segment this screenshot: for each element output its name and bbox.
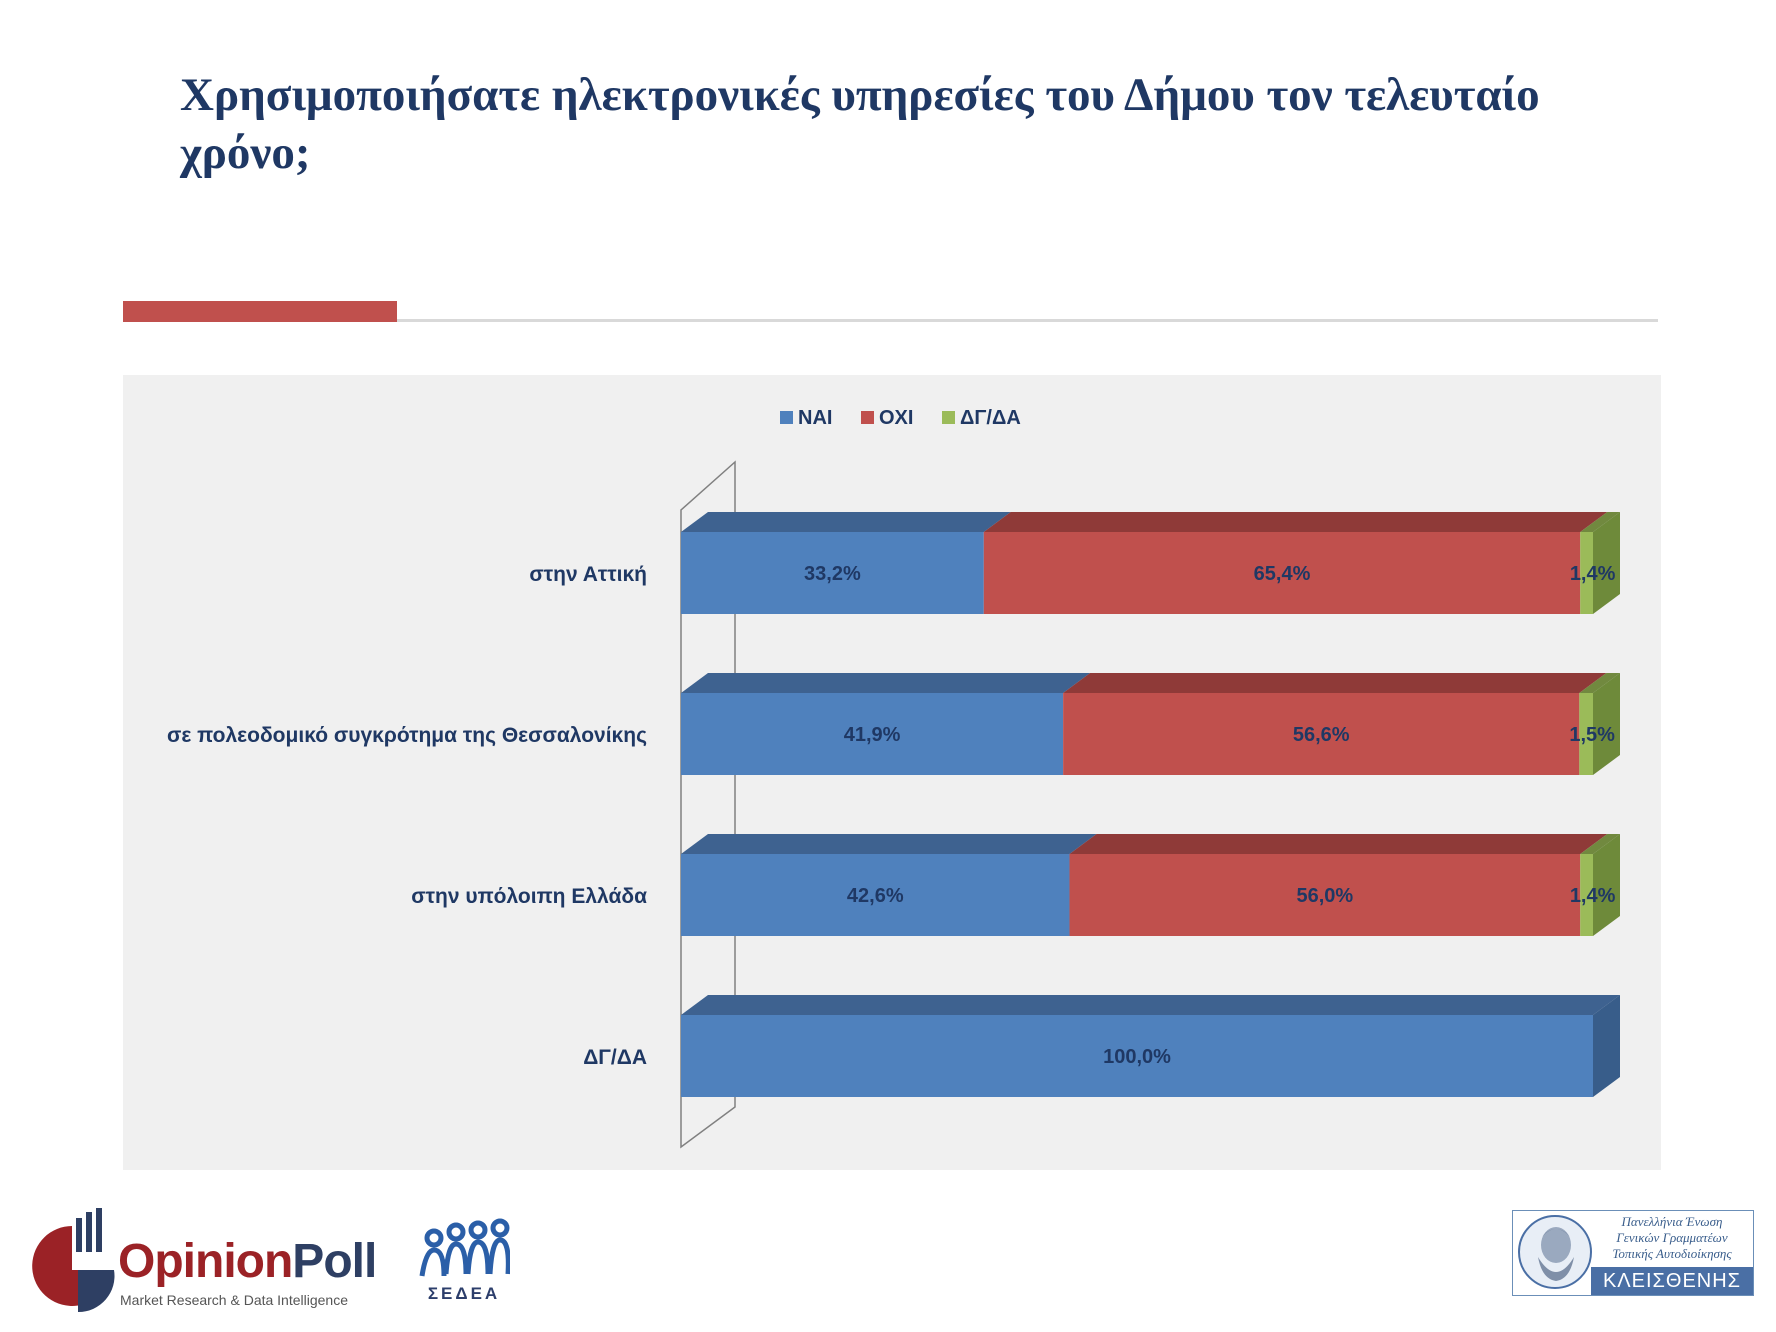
legend-label: ΔΓ/ΔΑ: [960, 407, 1021, 429]
bar-side-face: [1593, 673, 1620, 775]
bar-segment: [681, 532, 984, 614]
bar-segment: [1063, 693, 1580, 775]
bar-top-face: [1580, 834, 1620, 854]
opinionpoll-tagline: Market Research & Data Intelligence: [120, 1292, 348, 1308]
legend-label: ΟΧΙ: [879, 407, 913, 429]
bar-side-face: [1593, 512, 1620, 614]
divider-line: [397, 319, 1658, 322]
bar-segment: [1069, 854, 1581, 936]
data-label: 33,2%: [804, 563, 861, 585]
data-label: 100,0%: [1103, 1046, 1171, 1068]
category-label: σε πολεοδομικό συγκρότημα της Θεσσαλονίκ…: [167, 724, 647, 747]
sedea-people-icon: [419, 1218, 510, 1277]
data-label: 1,5%: [1569, 724, 1615, 746]
data-label: 42,6%: [847, 885, 904, 907]
kleisthenis-logo: Πανελλήνια Ένωση Γενικών Γραμματέων Τοπι…: [1512, 1210, 1754, 1296]
chart-legend: ΝΑΙ ΟΧΙ ΔΓ/ΔΑ: [780, 407, 1021, 429]
kleisthenis-line-2: Γενικών Γραμματέων: [1616, 1230, 1728, 1245]
sedea-wordmark: ΣΕΔΕΑ: [427, 1284, 501, 1303]
bar-top-face: [1063, 673, 1607, 693]
bar-top-face: [983, 512, 1608, 532]
sedea-logo: ΣΕΔΕΑ: [418, 1218, 510, 1308]
bar-top-face: [1580, 512, 1620, 532]
accent-bar: [123, 301, 397, 322]
data-label: 41,9%: [844, 724, 901, 746]
chart-bars: [681, 512, 1620, 1097]
opinionpoll-brand: OpinionPoll: [118, 1235, 377, 1288]
bar-segment: [681, 854, 1070, 936]
bar-top-face: [681, 995, 1620, 1015]
slide-title: Χρησιμοποιήσατε ηλεκτρονικές υπηρεσίες τ…: [180, 69, 1540, 179]
category-label: στην Αττική: [529, 563, 647, 586]
bar-segment: [1580, 854, 1593, 936]
data-label: 65,4%: [1254, 563, 1311, 585]
bar-top-face: [681, 512, 1011, 532]
opinionpoll-mark-icon: [32, 1208, 115, 1313]
bar-segment: [1580, 532, 1593, 614]
legend-swatch: [942, 411, 955, 424]
data-label: 56,6%: [1293, 724, 1350, 746]
legend-swatch: [861, 411, 874, 424]
stacked-bar-chart: ΝΑΙ ΟΧΙ ΔΓ/ΔΑ στην Αττική 33,2% 65,4% 1,4% σε …: [167, 407, 1620, 1149]
bar-top-face: [681, 834, 1097, 854]
legend-label: ΝΑΙ: [798, 407, 832, 429]
bar-segment: [681, 693, 1064, 775]
bar-top-face: [681, 673, 1091, 693]
chart-area: ΝΑΙ ΟΧΙ ΔΓ/ΔΑ στην Αττική 33,2% 65,4% 1,4% σε …: [123, 375, 1661, 1170]
bar-side-face: [1593, 995, 1620, 1097]
kleisthenis-line-3: Τοπικής Αυτοδιοίκησης: [1612, 1246, 1732, 1261]
opinionpoll-logo: OpinionPoll Market Research & Data Intel…: [28, 1208, 377, 1318]
data-label: 1,4%: [1570, 563, 1616, 585]
bar-segment: [1579, 693, 1593, 775]
bar-segment: [983, 532, 1581, 614]
legend-swatch: [780, 411, 793, 424]
data-label: 1,4%: [1570, 885, 1616, 907]
data-label: 56,0%: [1297, 885, 1354, 907]
bar-segment: [681, 1015, 1593, 1097]
category-label: ΔΓ/ΔΑ: [583, 1046, 647, 1069]
bar-side-face: [1593, 834, 1620, 936]
chart-labels: στην Αττική 33,2% 65,4% 1,4% σε πολεοδομικό …: [167, 563, 1616, 1069]
kleisthenis-line-1: Πανελλήνια Ένωση: [1621, 1214, 1723, 1229]
category-label: στην υπόλοιπη Ελλάδα: [411, 885, 647, 908]
bar-top-face: [1579, 673, 1620, 693]
bust-portrait-icon: [1518, 1215, 1592, 1289]
bar-top-face: [1069, 834, 1608, 854]
kleisthenis-name: ΚΛΕΙΣΘΕΝΗΣ: [1591, 1267, 1753, 1295]
